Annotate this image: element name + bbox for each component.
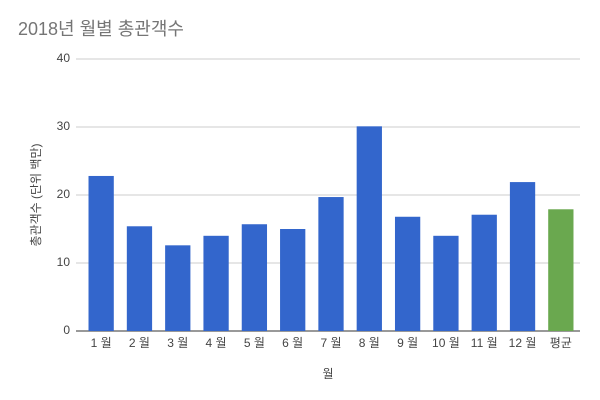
bar (433, 235, 459, 331)
x-tick-label: 4 월 (206, 336, 227, 350)
x-tick-label: 7 월 (320, 336, 341, 350)
y-tick-label: 10 (57, 255, 71, 269)
y-tick-label: 20 (57, 187, 71, 201)
x-tick-label: 2 월 (129, 336, 150, 350)
x-axis-label: 월 (322, 367, 333, 381)
bar (280, 229, 306, 331)
x-tick-label: 6 월 (282, 336, 303, 350)
x-tick-label: 3 월 (167, 336, 188, 350)
bar (318, 197, 344, 331)
chart-title: 2018년 월별 총관객수 (18, 19, 184, 39)
bar (509, 182, 536, 331)
bar (126, 226, 153, 331)
x-tick-label: 평균 (550, 336, 572, 350)
x-tick-label: 9 월 (397, 336, 418, 350)
bar (356, 126, 382, 331)
x-tick-label: 1 월 (91, 336, 112, 350)
x-tick-label: 11 월 (471, 336, 498, 350)
bar (203, 235, 229, 331)
bar (471, 214, 497, 331)
y-tick-label: 0 (63, 323, 70, 337)
x-tick-label: 5 월 (244, 336, 265, 350)
bar (88, 175, 114, 331)
x-tick-label: 12 월 (509, 336, 537, 350)
y-axis-label: 총관객수 (단위 백만) (29, 144, 43, 247)
y-tick-label: 40 (57, 51, 71, 65)
x-tick-label: 8 월 (359, 336, 380, 350)
x-tick-label: 10 월 (432, 336, 460, 350)
bar (241, 224, 268, 331)
bar (165, 245, 191, 331)
bar (548, 209, 574, 331)
y-tick-label: 30 (57, 119, 71, 133)
bar (394, 216, 421, 331)
